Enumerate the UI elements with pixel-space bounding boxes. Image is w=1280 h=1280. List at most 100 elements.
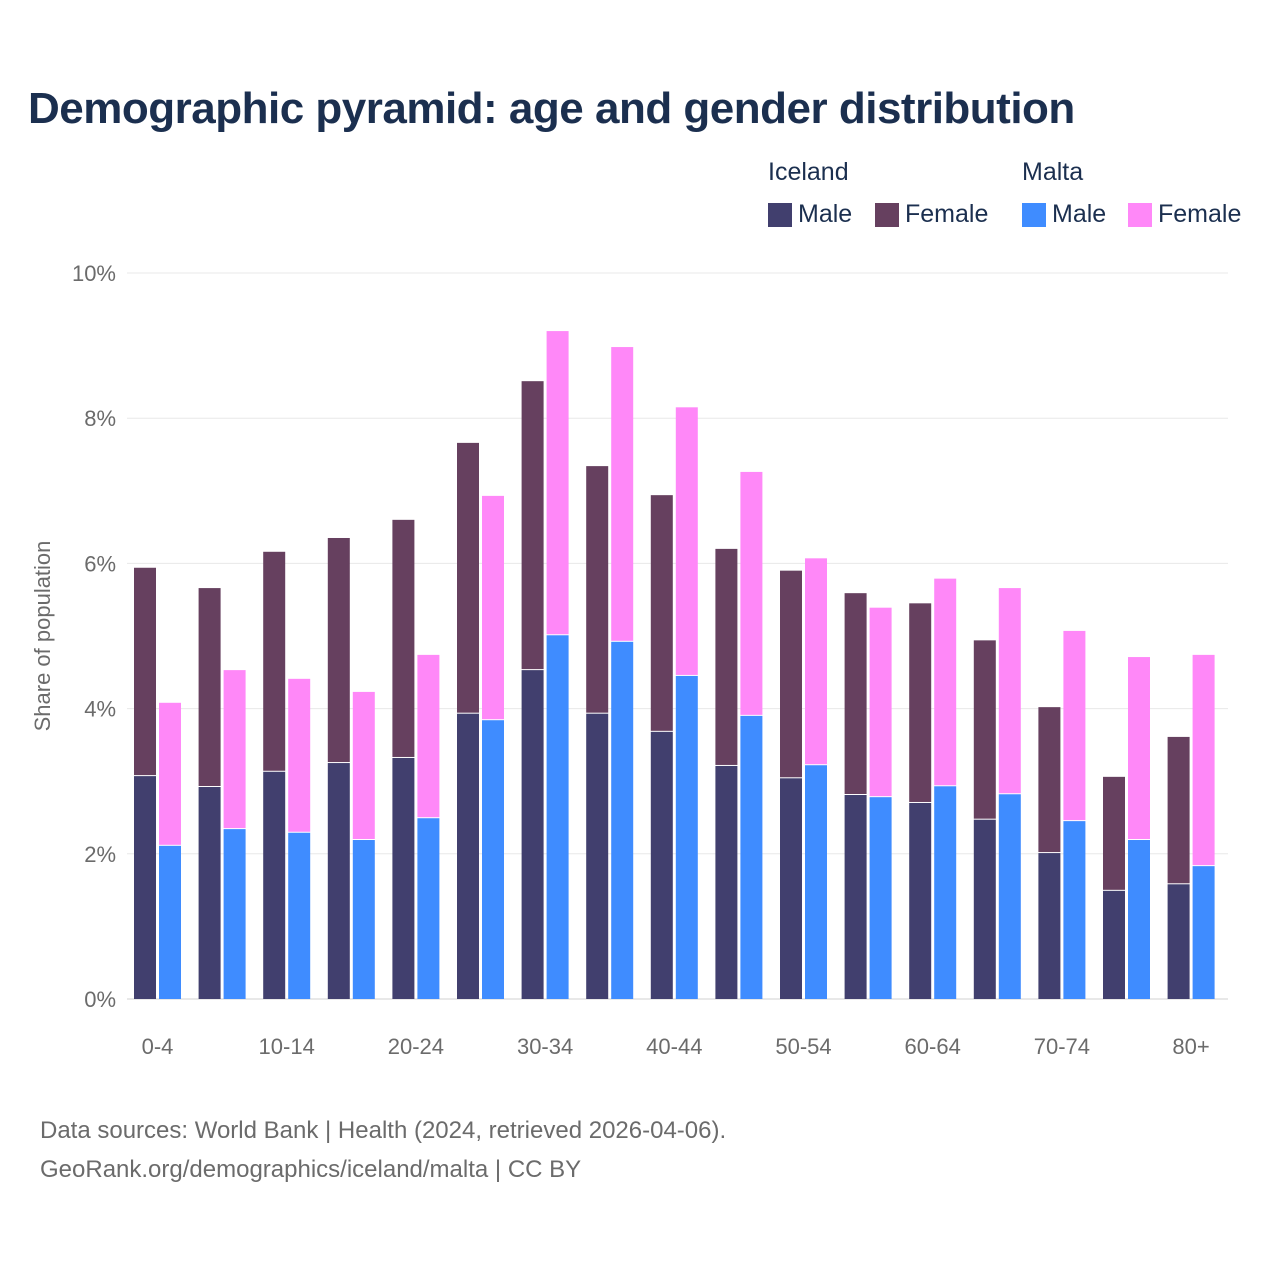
legend-label: Male — [1052, 200, 1107, 228]
x-tick-label: 10-14 — [259, 1034, 315, 1059]
legend-label: Female — [905, 200, 989, 228]
bar-iceland-male — [973, 819, 996, 999]
y-tick-label: 0% — [84, 987, 116, 1012]
bar-iceland-male — [586, 713, 609, 999]
bar-iceland-male — [392, 757, 415, 999]
legend-group-iceland: Iceland — [768, 158, 849, 186]
bar-iceland-male — [134, 776, 156, 999]
bar-iceland-male — [521, 670, 544, 999]
bar-iceland-female — [521, 381, 544, 670]
legend-malta-male[interactable]: Male — [1022, 200, 1106, 229]
bar-iceland-male — [909, 802, 932, 999]
bar-iceland-female — [263, 551, 286, 771]
bar-iceland-female — [844, 593, 867, 794]
y-tick-label: 8% — [84, 406, 116, 431]
x-tick-label: 50-54 — [775, 1034, 831, 1059]
y-tick-label: 6% — [84, 551, 116, 576]
bar-iceland-female — [909, 603, 932, 802]
bar-malta-female — [1192, 654, 1215, 866]
x-tick-label: 40-44 — [646, 1034, 702, 1059]
bar-malta-female — [546, 331, 569, 635]
bar-iceland-female — [392, 519, 415, 757]
bar-malta-male — [675, 675, 698, 999]
bar-malta-female — [482, 495, 504, 720]
bar-iceland-male — [1167, 884, 1190, 999]
bar-malta-male — [352, 840, 375, 999]
legend-label: Female — [1158, 200, 1242, 228]
bar-malta-female — [417, 654, 440, 818]
bar-iceland-female — [1038, 707, 1061, 853]
legend-malta-female[interactable]: Female — [1128, 200, 1241, 229]
footer-sources: Data sources: World Bank | Health (2024,… — [40, 1117, 727, 1144]
footer-link[interactable]: GeoRank.org/demographics/iceland/malta |… — [40, 1156, 582, 1183]
bar-iceland-male — [715, 765, 738, 999]
bar-iceland-female — [650, 495, 673, 731]
bar-malta-male — [869, 797, 892, 999]
legend-iceland-female[interactable]: Female — [875, 200, 988, 229]
bar-iceland-female — [457, 442, 479, 713]
bar-malta-female — [869, 607, 892, 797]
y-tick-label: 2% — [84, 842, 116, 867]
bar-iceland-male — [844, 794, 867, 999]
y-tick-label: 10% — [72, 261, 116, 286]
bar-malta-female — [1128, 657, 1150, 840]
bar-malta-female — [1063, 630, 1086, 821]
bar-malta-female — [288, 678, 311, 832]
bar-malta-male — [998, 794, 1021, 999]
bar-iceland-male — [263, 771, 286, 999]
bar-malta-male — [805, 765, 827, 999]
bar-malta-male — [1063, 821, 1086, 999]
x-tick-label: 0-4 — [142, 1034, 174, 1059]
bar-malta-female — [611, 347, 634, 641]
legend-group-malta: Malta — [1022, 158, 1084, 186]
bar-iceland-female — [1103, 776, 1125, 890]
x-tick-label: 30-34 — [517, 1034, 573, 1059]
bar-malta-female — [934, 578, 957, 786]
bar-malta-male — [223, 829, 246, 999]
bar-malta-male — [546, 635, 569, 999]
x-tick-label: 60-64 — [905, 1034, 961, 1059]
bar-iceland-male — [1038, 853, 1061, 999]
bar-malta-female — [223, 670, 246, 829]
bar-malta-female — [805, 558, 827, 765]
bar-malta-male — [740, 715, 763, 999]
bar-iceland-male — [327, 763, 350, 999]
bar-iceland-male — [457, 713, 479, 999]
bar-iceland-female — [973, 640, 996, 819]
bar-iceland-male — [1103, 890, 1125, 999]
bar-malta-female — [998, 588, 1021, 794]
bar-malta-female — [740, 471, 763, 715]
x-tick-label: 20-24 — [388, 1034, 444, 1059]
bar-malta-male — [1128, 840, 1150, 999]
bar-iceland-female — [715, 548, 738, 765]
legend-swatch — [768, 202, 792, 227]
bar-malta-male — [417, 818, 440, 999]
legend-swatch — [1022, 202, 1046, 227]
bar-malta-male — [159, 845, 181, 999]
legend-label: Male — [798, 200, 853, 228]
chart-title: Demographic pyramid: age and gender dist… — [28, 84, 1075, 133]
bar-iceland-female — [198, 588, 221, 787]
bar-iceland-male — [198, 787, 221, 999]
legend-iceland-male[interactable]: Male — [768, 200, 852, 229]
bar-malta-male — [1192, 866, 1215, 999]
bar-malta-male — [934, 786, 957, 999]
bar-malta-female — [675, 407, 698, 675]
bar-iceland-female — [134, 567, 156, 776]
bar-malta-female — [352, 691, 375, 840]
legend-swatch — [875, 202, 899, 227]
x-tick-label: 70-74 — [1034, 1034, 1090, 1059]
y-tick-label: 4% — [84, 697, 116, 722]
bar-malta-male — [288, 832, 311, 999]
bar-malta-female — [159, 702, 181, 845]
bar-malta-male — [611, 641, 634, 999]
bar-iceland-male — [650, 731, 673, 999]
x-tick-label: 80+ — [1172, 1034, 1209, 1059]
y-axis-label: Share of population — [30, 541, 55, 732]
bar-iceland-female — [1167, 736, 1190, 884]
bar-malta-male — [482, 720, 504, 999]
bar-iceland-female — [327, 537, 350, 763]
bar-iceland-female — [780, 570, 802, 778]
